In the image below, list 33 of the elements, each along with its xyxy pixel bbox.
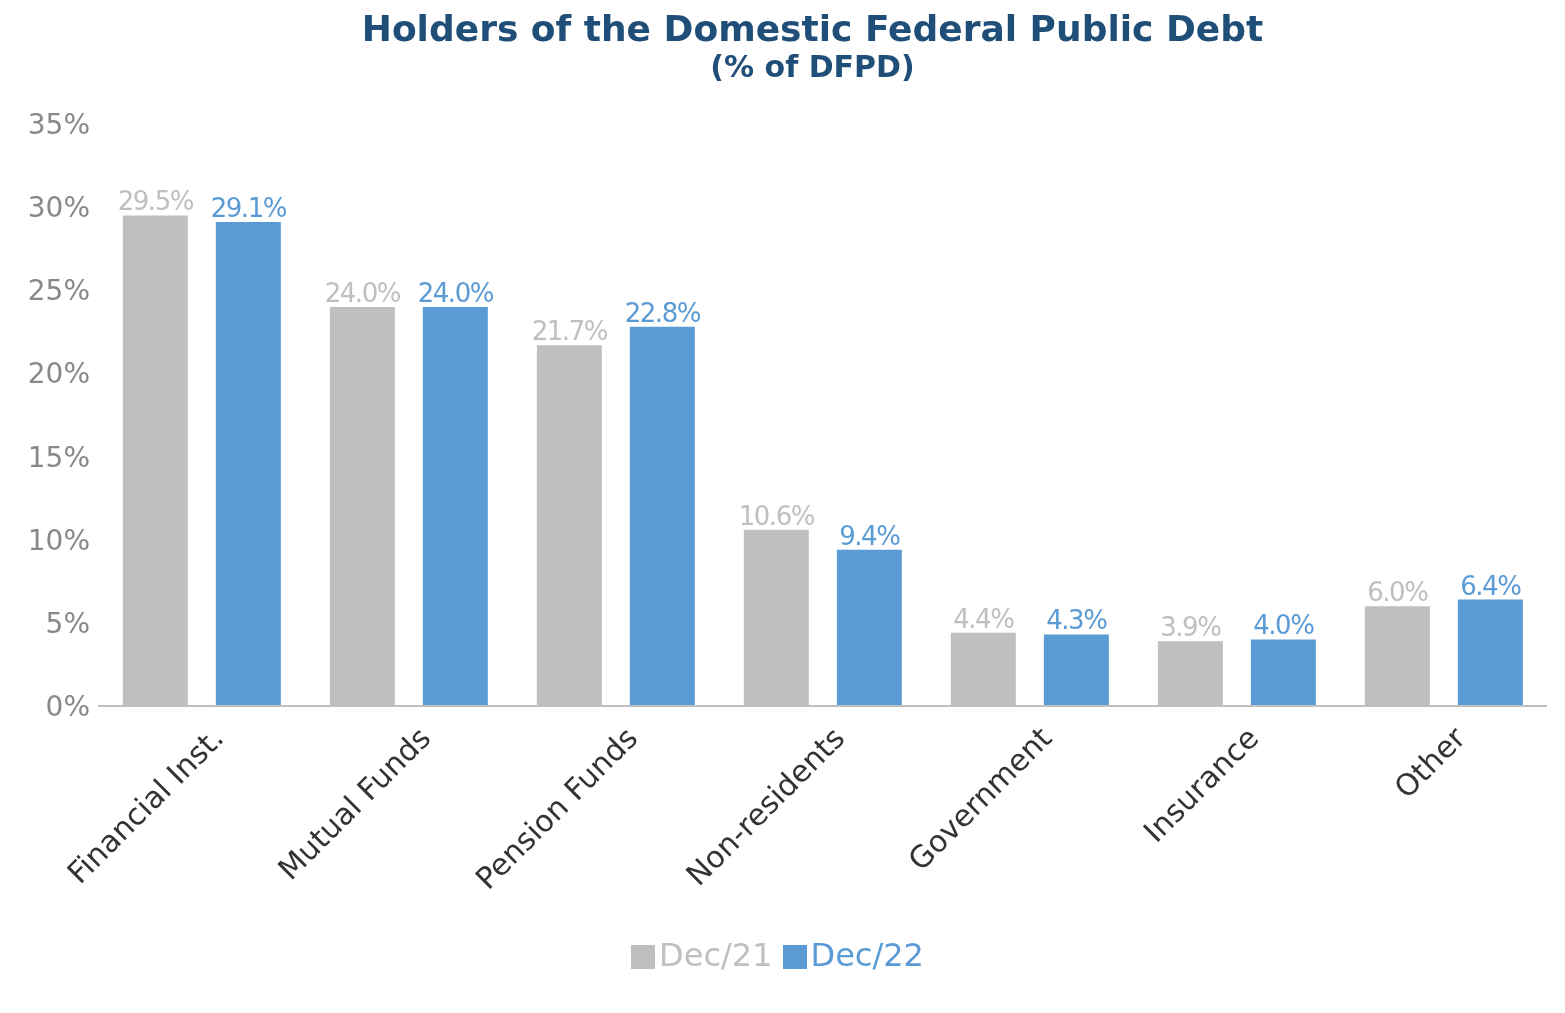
- y-tick-label: 0%: [45, 689, 90, 723]
- bar: [1250, 639, 1316, 706]
- bar: [1043, 634, 1109, 706]
- data-label: 6.0%: [1367, 577, 1429, 608]
- chart-title: Holders of the Domestic Federal Public Debt: [360, 8, 1265, 49]
- legend-label: Dec/22: [810, 936, 924, 974]
- data-label: 29.1%: [210, 193, 287, 224]
- data-label: 4.4%: [953, 603, 1015, 634]
- bar: [629, 326, 695, 706]
- data-label: 4.3%: [1046, 605, 1108, 636]
- data-label: 9.4%: [839, 520, 901, 551]
- chart-subtitle: (% of DFPD): [709, 49, 916, 84]
- legend-label: Dec/21: [659, 936, 773, 974]
- bar: [422, 306, 488, 706]
- y-tick-label: 15%: [27, 440, 90, 474]
- data-label: 10.6%: [738, 500, 815, 531]
- data-label: 24.0%: [324, 277, 401, 308]
- y-tick-label: 30%: [27, 191, 90, 225]
- y-tick-label: 20%: [27, 357, 90, 391]
- bar: [836, 549, 902, 706]
- data-label: 21.7%: [531, 316, 608, 347]
- y-tick-label: 10%: [27, 523, 90, 557]
- y-tick-label: 5%: [45, 606, 90, 640]
- data-label: 22.8%: [624, 297, 701, 328]
- data-label: 24.0%: [417, 277, 494, 308]
- data-label: 6.4%: [1460, 570, 1522, 601]
- data-label: 29.5%: [117, 186, 194, 217]
- y-tick-label: 35%: [27, 107, 90, 141]
- y-tick-label: 25%: [27, 274, 90, 308]
- data-label: 3.9%: [1160, 612, 1222, 643]
- bar: [215, 222, 281, 706]
- bar: [1457, 599, 1523, 706]
- data-label: 4.0%: [1253, 610, 1315, 641]
